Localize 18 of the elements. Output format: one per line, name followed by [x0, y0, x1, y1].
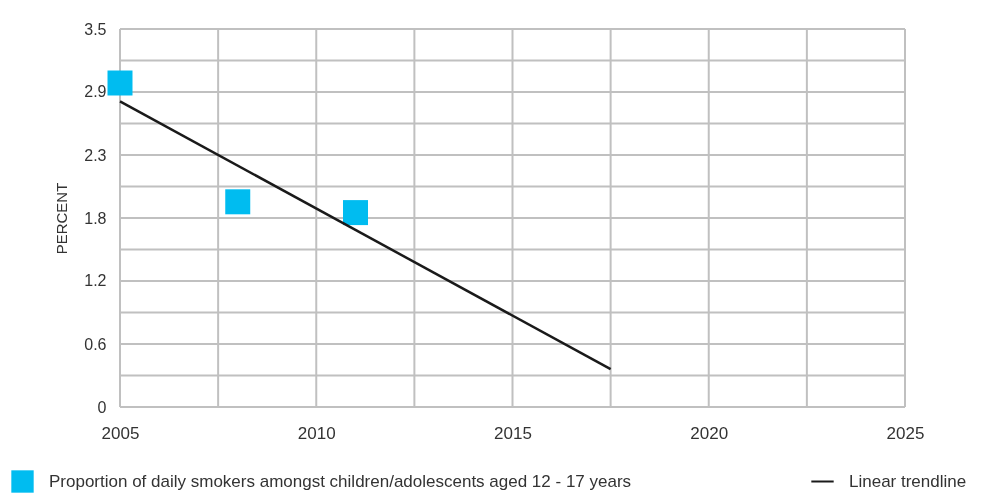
- x-tick-label: 2010: [297, 423, 336, 443]
- x-tick-label: 2015: [494, 423, 532, 443]
- y-axis-title: PERCENT: [53, 182, 71, 255]
- x-tick-label: 2025: [886, 423, 925, 443]
- legend-label: Proportion of daily smokers amongst children/adolescents aged 12 - 17 years: [49, 471, 632, 491]
- y-tick-label: 1.2: [84, 272, 107, 290]
- y-tick-label: 2.9: [84, 83, 107, 101]
- point: [107, 70, 133, 96]
- point: [343, 200, 368, 226]
- y-tick-label: 0.6: [84, 335, 107, 353]
- x-tick-label: 2005: [101, 423, 140, 443]
- x-tick-label: 2020: [690, 423, 729, 443]
- y-tick-label: 1.8: [84, 209, 107, 227]
- y-tick-label: 2.3: [84, 146, 107, 164]
- point: [225, 189, 251, 215]
- y-tick-label: 3.5: [84, 20, 107, 38]
- legend-label: Linear trendline: [849, 471, 967, 491]
- y-tick-label: 0: [97, 398, 107, 416]
